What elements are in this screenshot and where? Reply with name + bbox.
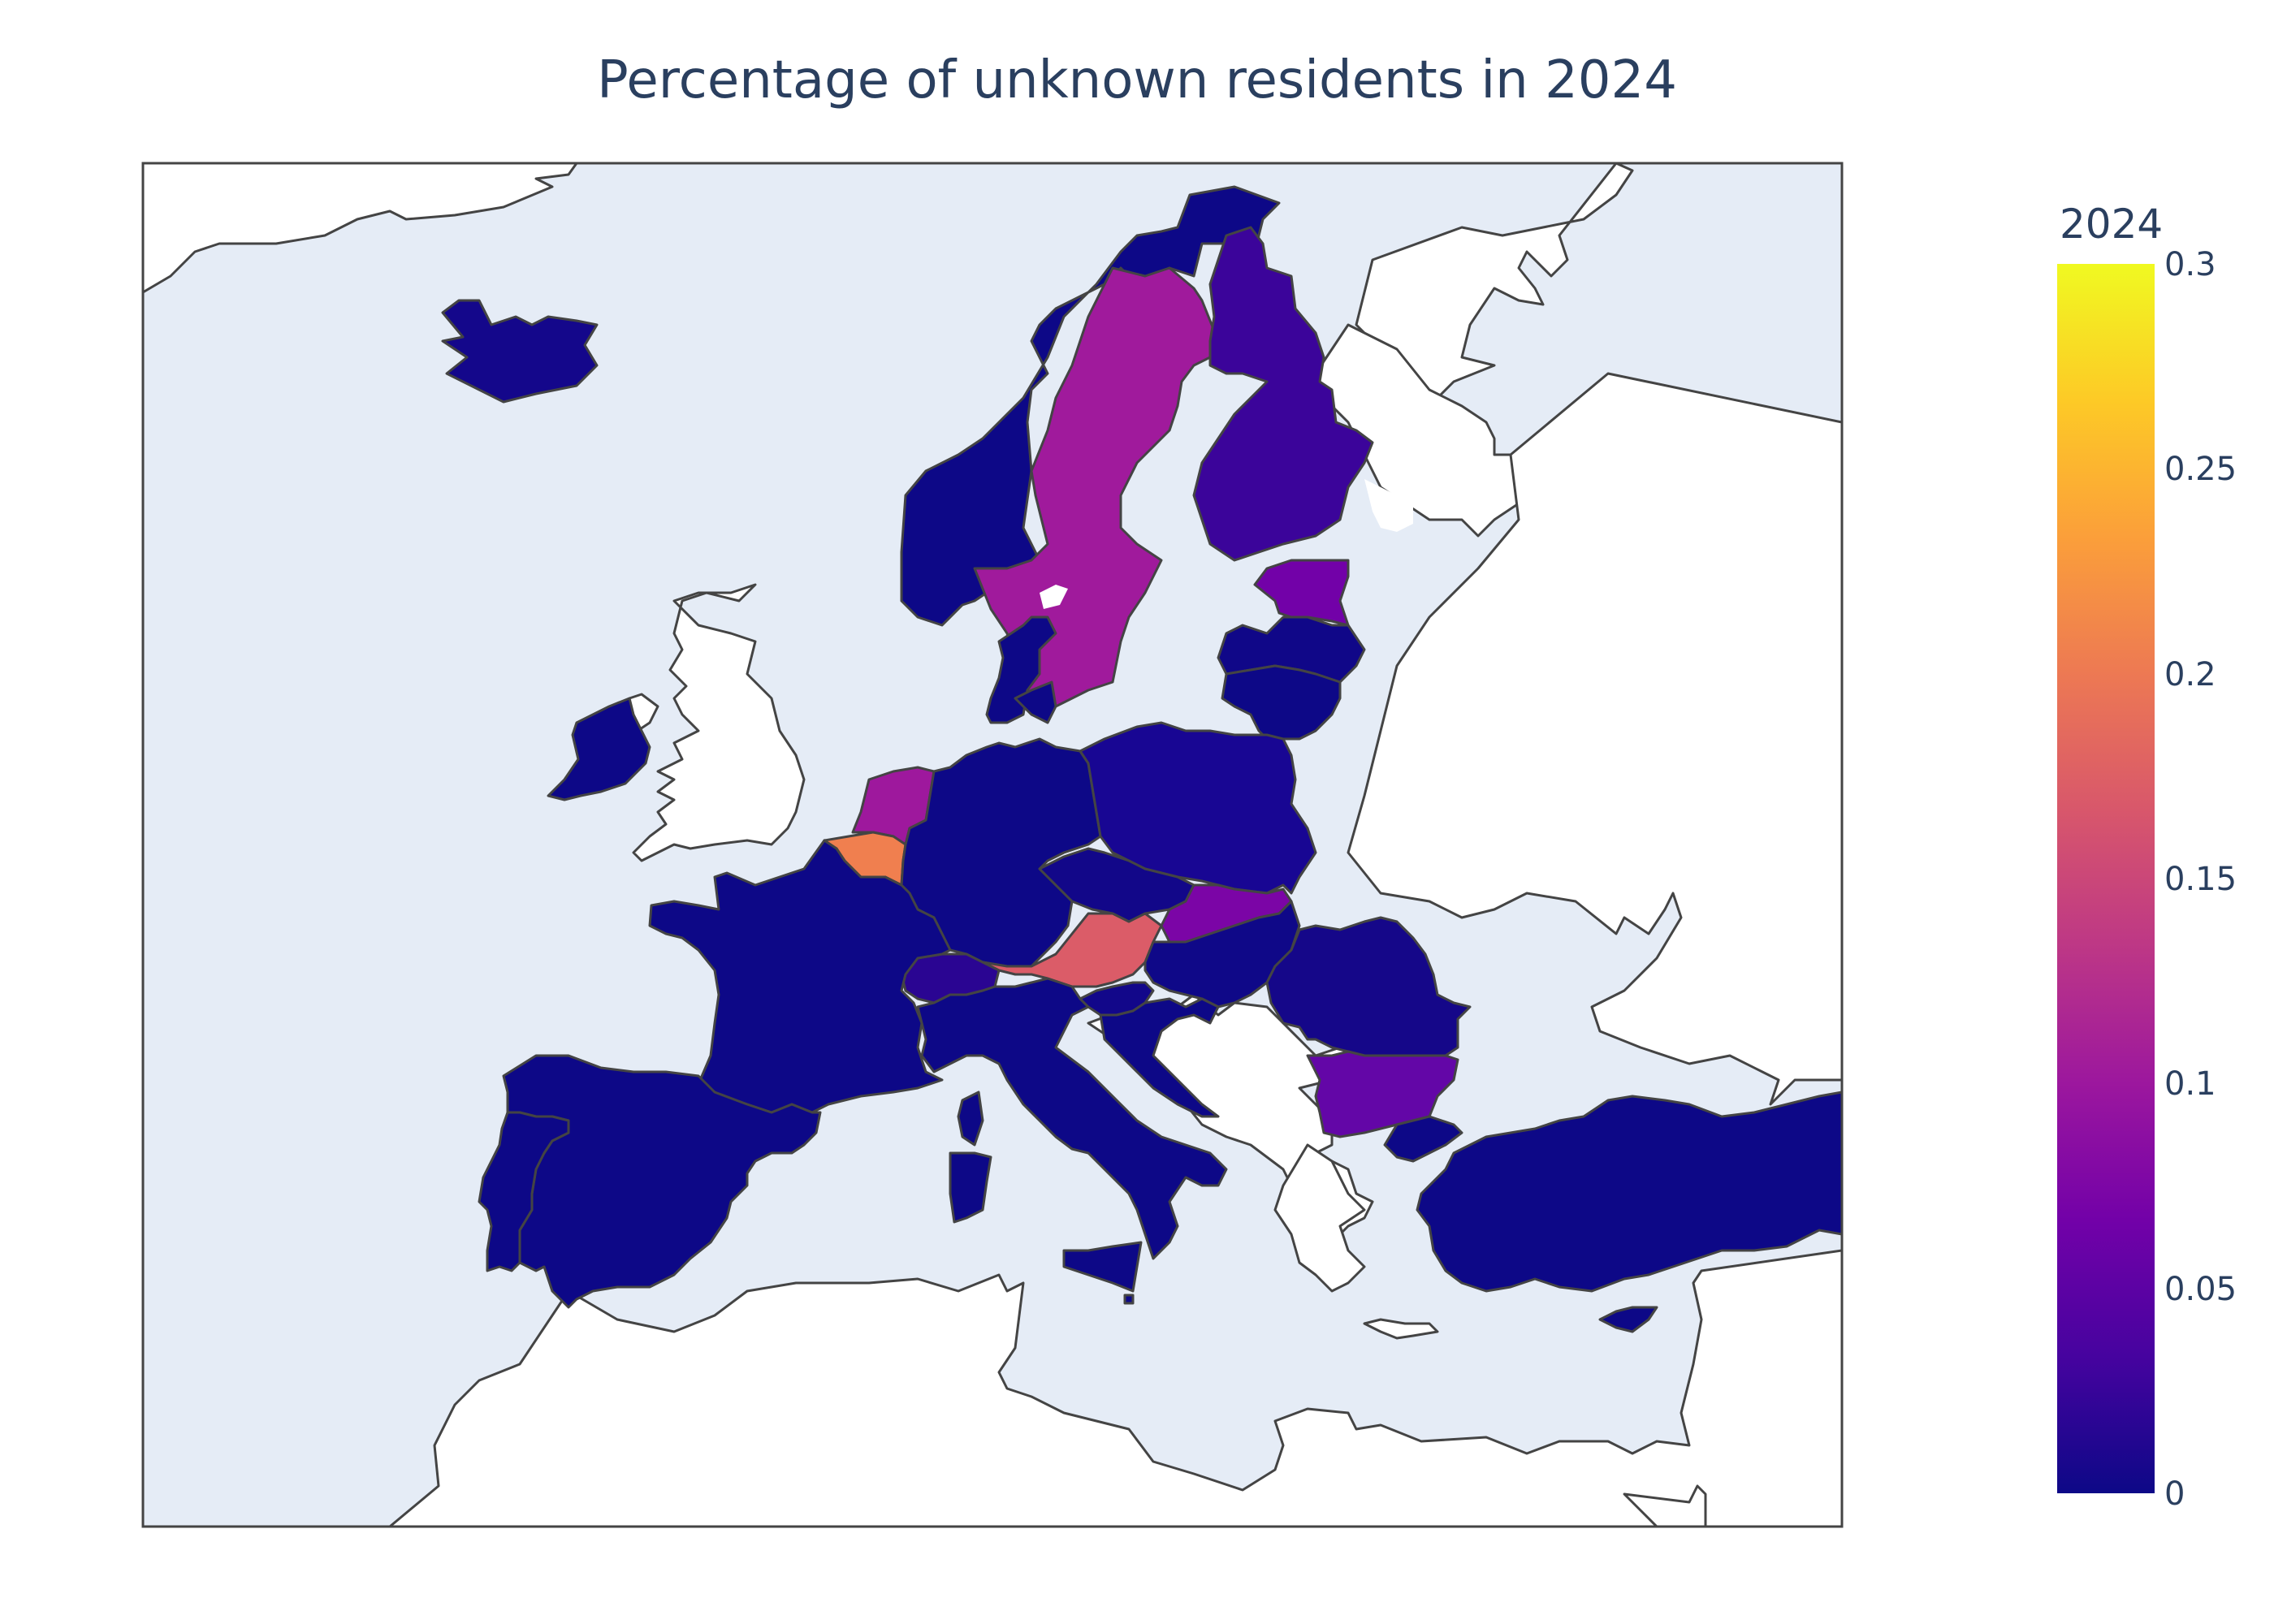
region-sweden[interactable]: [973, 266, 1220, 712]
region-malta[interactable]: [1123, 1294, 1135, 1305]
region-portugal[interactable]: [478, 1111, 570, 1272]
region-estonia[interactable]: [1253, 559, 1350, 627]
region-ireland[interactable]: [547, 697, 651, 801]
colorbar-tick-label: 0: [2164, 1475, 2185, 1513]
region-cyprus[interactable]: [1598, 1306, 1658, 1333]
region-france[interactable]: [648, 839, 952, 1114]
colorbar-tick-label: 0.3: [2164, 246, 2216, 283]
region-sardinia[interactable]: [949, 1151, 992, 1224]
region-slovenia[interactable]: [1079, 981, 1155, 1017]
region-italy[interactable]: [916, 977, 1228, 1260]
region-turkey[interactable]: [1416, 1091, 1842, 1293]
colorbar-gradient: [2057, 264, 2155, 1493]
region-corsica[interactable]: [957, 1091, 984, 1147]
lake-onega: [1429, 438, 1474, 491]
colorbar-tick-label: 0.15: [2164, 861, 2237, 898]
region-romania[interactable]: [1265, 916, 1472, 1057]
region-sicily[interactable]: [1062, 1241, 1143, 1293]
chart-title: Percentage of unknown residents in 2024: [597, 50, 1677, 110]
colorbar-title: 2024: [2060, 201, 2163, 248]
lake-ladoga: [1364, 479, 1413, 532]
map-frame: [141, 162, 1844, 1528]
lake-vanern: [1040, 585, 1068, 609]
nodata-land: [143, 163, 1842, 1527]
colorbar-tick-label: 0.2: [2164, 656, 2216, 693]
country-layer: [441, 185, 1842, 1333]
colorbar-tick-label: 0.1: [2164, 1065, 2216, 1103]
colorbar: 2024 0.3 0.25 0.2 0.15 0.1 0.05 0: [2057, 201, 2237, 1513]
region-greece[interactable]: [1383, 1115, 1463, 1163]
colorbar-tick-label: 0.05: [2164, 1271, 2237, 1308]
region-iceland[interactable]: [441, 299, 599, 404]
region-croatia[interactable]: [1099, 997, 1220, 1118]
region-poland[interactable]: [1079, 721, 1317, 895]
colorbar-tick-label: 0.25: [2164, 451, 2237, 488]
region-denmark-zealand[interactable]: [1014, 680, 1057, 724]
region-denmark[interactable]: [985, 615, 1057, 724]
region-finland[interactable]: [1192, 226, 1374, 562]
region-lithuania[interactable]: [1221, 664, 1342, 741]
